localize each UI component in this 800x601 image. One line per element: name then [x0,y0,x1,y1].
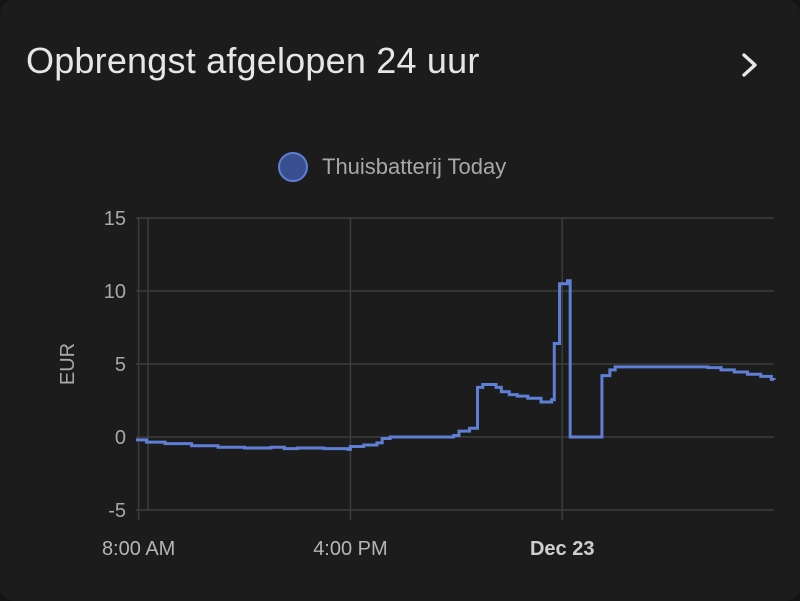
y-tick-label: 5 [115,354,126,376]
x-tick-label: Dec 23 [530,538,595,560]
y-tick-label: -5 [108,500,126,522]
x-tick-label: 4:00 PM [313,538,387,560]
legend-label: Thuisbatterij Today [322,154,507,179]
y-axis-title: EUR [57,343,79,385]
y-tick-label: 15 [104,208,126,230]
y-tick-label: 0 [115,427,126,449]
card-title: Opbrengst afgelopen 24 uur [26,40,480,81]
x-tick-label: 8:00 AM [102,538,175,560]
y-tick-label: 10 [104,281,126,303]
series-line [136,279,776,451]
legend-swatch [278,152,308,182]
chart-legend[interactable]: Thuisbatterij Today [278,152,506,182]
chevron-right-icon[interactable] [734,48,766,82]
